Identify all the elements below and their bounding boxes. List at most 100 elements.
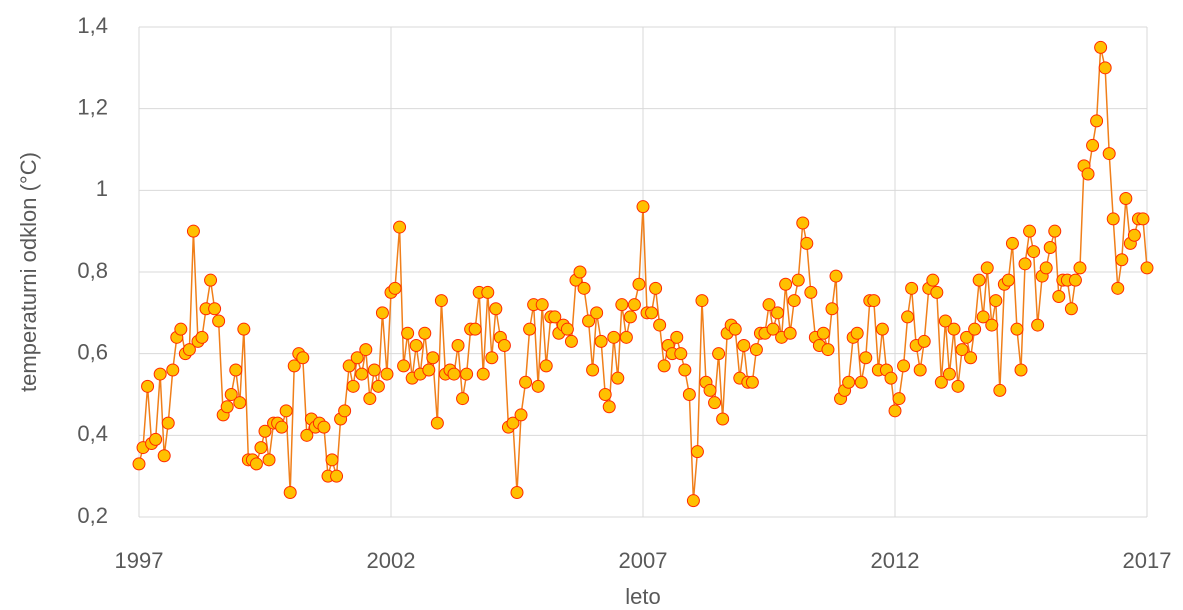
data-point: [1043, 241, 1057, 254]
data-point: [375, 306, 389, 320]
y-tick-label: 0,6: [77, 339, 108, 364]
data-point: [212, 314, 226, 328]
y-tick-label: 0,8: [77, 258, 108, 283]
data-point: [783, 326, 797, 340]
data-point: [602, 400, 616, 414]
y-axis-title: temperaturni odklon (°C): [16, 152, 41, 392]
data-point: [204, 273, 218, 287]
x-tick-label: 2012: [871, 548, 920, 573]
data-point: [905, 281, 919, 295]
data-point: [506, 416, 520, 430]
data-point: [884, 371, 898, 385]
data-point: [582, 314, 596, 328]
data-point: [590, 306, 604, 320]
data-point: [564, 334, 578, 348]
data-point: [867, 294, 881, 308]
data-point: [233, 396, 247, 410]
data-point: [132, 457, 146, 471]
data-point: [854, 375, 868, 389]
data-point: [938, 314, 952, 328]
data-point: [161, 416, 175, 430]
data-point: [960, 330, 974, 344]
data-point: [615, 298, 629, 312]
data-point: [208, 302, 222, 316]
data-point: [539, 359, 553, 373]
data-point: [430, 416, 444, 430]
data-point: [220, 400, 234, 414]
data-point: [594, 334, 608, 348]
data-point: [434, 294, 448, 308]
data-point: [519, 375, 533, 389]
data-point: [964, 351, 978, 365]
data-point: [422, 363, 436, 377]
data-point: [157, 449, 171, 463]
data-point: [728, 322, 742, 336]
data-point: [645, 306, 659, 320]
data-point: [649, 281, 663, 295]
data-point: [708, 396, 722, 410]
data-point: [287, 359, 301, 373]
data-point: [850, 326, 864, 340]
data-point: [1031, 318, 1045, 332]
data-point: [1005, 236, 1019, 250]
data-point: [989, 294, 1003, 308]
data-point: [497, 339, 511, 352]
data-point: [510, 486, 524, 499]
data-point: [258, 424, 272, 438]
data-point: [653, 318, 667, 332]
data-point: [535, 298, 549, 312]
data-point: [892, 392, 906, 406]
data-point: [186, 224, 200, 238]
data-point: [330, 469, 344, 483]
data-point: [627, 298, 641, 312]
data-point: [363, 392, 377, 406]
data-point: [1094, 40, 1108, 54]
data-point: [1140, 261, 1154, 275]
data-point: [1090, 114, 1104, 128]
data-point: [149, 432, 163, 446]
data-point: [1086, 138, 1100, 152]
data-point: [623, 310, 637, 324]
data-point: [409, 339, 423, 352]
data-point: [166, 363, 180, 377]
data-point: [737, 339, 751, 352]
data-point: [716, 412, 730, 426]
data-point: [393, 220, 407, 234]
data-point: [888, 404, 902, 418]
data-point: [762, 298, 776, 312]
data-point: [993, 383, 1007, 397]
data-point: [791, 273, 805, 287]
data-point: [229, 363, 243, 377]
data-point: [249, 457, 263, 471]
data-point: [678, 363, 692, 377]
data-point: [1039, 261, 1053, 275]
data-point: [237, 322, 251, 336]
data-point: [447, 367, 461, 381]
data-point: [1023, 224, 1037, 238]
data-point: [560, 322, 574, 336]
data-point: [1052, 290, 1066, 303]
data-point: [598, 388, 612, 401]
data-point: [1018, 257, 1032, 271]
y-tick-label: 1,4: [77, 13, 108, 38]
data-point: [1001, 273, 1015, 287]
data-point: [388, 281, 402, 295]
data-point: [682, 388, 696, 401]
data-point: [254, 441, 268, 455]
data-point: [397, 359, 411, 373]
data-point: [712, 347, 726, 361]
data-point: [1136, 212, 1150, 226]
data-point: [821, 343, 835, 357]
data-point: [955, 343, 969, 357]
data-point: [825, 302, 839, 316]
data-point: [283, 486, 297, 499]
data-point: [875, 322, 889, 336]
data-point: [657, 359, 671, 373]
data-point: [1010, 322, 1024, 336]
data-point: [796, 216, 810, 230]
data-point: [1106, 212, 1120, 226]
data-point: [1102, 147, 1116, 161]
data-point: [1098, 61, 1112, 75]
data-point: [1073, 261, 1087, 275]
